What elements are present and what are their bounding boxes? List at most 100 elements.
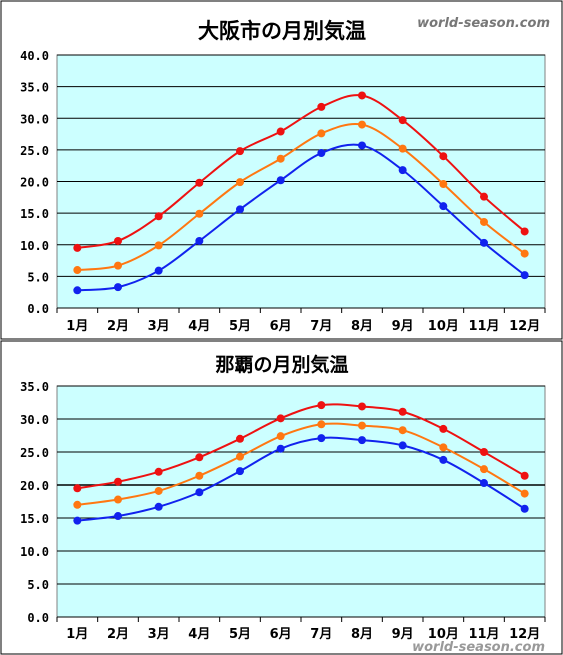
naha-mean-point (480, 465, 488, 474)
naha-plot-area (56, 385, 546, 618)
naha-y-tick-label: 20.0 (20, 479, 49, 493)
osaka-x-tick-label: 9月 (392, 319, 414, 334)
naha-y-tick-label: 15.0 (20, 512, 49, 526)
osaka-max-point (398, 116, 407, 125)
osaka-mean-point (236, 178, 244, 187)
naha-y-tick-label: 35.0 (20, 380, 49, 394)
osaka-chart-panel: 大阪市の月別気温 world-season.com 0.0 5.0 10.0 15.0… (0, 0, 563, 340)
osaka-mean-line (77, 122, 526, 272)
osaka-min-point (317, 149, 326, 158)
osaka-x-tick-label: 3月 (148, 319, 170, 334)
osaka-x-tick-label: 6月 (270, 319, 292, 334)
naha-x-tick-label: 3月 (148, 627, 170, 642)
osaka-x-tick-label: 7月 (310, 319, 332, 334)
naha-mean-point (195, 471, 204, 480)
naha-x-tick-label: 2月 (107, 627, 129, 642)
osaka-max-point (73, 243, 82, 252)
osaka-max-point (439, 152, 448, 161)
naha-mean-point (114, 495, 122, 504)
naha-x-tick-label: 11月 (468, 627, 499, 642)
osaka-min-point (520, 271, 529, 280)
osaka-mean-point (195, 209, 204, 218)
naha-x-tick-label: 4月 (188, 627, 210, 642)
osaka-mean-point (276, 154, 285, 163)
naha-min-point (317, 434, 326, 443)
naha-x-tick-label: 5月 (229, 627, 251, 642)
naha-x-tick-label: 9月 (392, 627, 414, 642)
naha-min-point (73, 516, 82, 525)
naha-x-tick-label: 10月 (428, 627, 459, 642)
naha-min-point (236, 467, 244, 476)
osaka-max-point (195, 178, 204, 187)
naha-y-tick-label: 10.0 (20, 545, 49, 559)
naha-max-point (154, 467, 163, 476)
naha-min-point (398, 441, 407, 450)
naha-max-point (276, 414, 285, 423)
naha-mean-point (276, 432, 285, 441)
osaka-x-tick-label: 2月 (107, 319, 129, 334)
naha-min-point (154, 502, 163, 511)
osaka-max-point (480, 192, 488, 201)
naha-chart-title: 那覇の月別気温 (215, 353, 348, 376)
naha-max-point (398, 407, 407, 416)
naha-max-point (73, 484, 82, 493)
naha-y-tick-label: 30.0 (20, 413, 49, 427)
osaka-y-tick-label: 30.0 (20, 112, 49, 126)
naha-min-point (358, 436, 366, 445)
naha-x-tick-label: 12月 (509, 627, 540, 642)
naha-max-point (236, 434, 244, 443)
naha-mean-point (317, 420, 326, 429)
osaka-mean-point (73, 266, 82, 275)
watermark-bottom: world-season.com (412, 640, 545, 655)
osaka-min-point (358, 141, 366, 150)
osaka-min-point (73, 286, 82, 295)
osaka-min-point (398, 166, 407, 175)
osaka-y-tick-label: 10.0 (20, 239, 49, 253)
naha-y-tick-label: 5.0 (27, 578, 49, 592)
osaka-max-point (317, 102, 326, 111)
osaka-max-point (358, 91, 366, 100)
osaka-min-point (276, 176, 285, 185)
osaka-min-point (195, 236, 204, 245)
naha-mean-point (439, 443, 448, 452)
osaka-chart-title: 大阪市の月別気温 (198, 19, 366, 43)
naha-min-point (114, 512, 122, 521)
naha-min-point (480, 479, 488, 488)
osaka-mean-point (439, 180, 448, 189)
naha-max-point (439, 424, 448, 433)
naha-min-point (276, 444, 285, 453)
osaka-mean-point (154, 241, 163, 250)
naha-mean-point (358, 421, 366, 430)
osaka-max-point (114, 236, 122, 245)
osaka-max-point (154, 212, 163, 221)
naha-min-point (520, 504, 529, 513)
osaka-min-point (236, 205, 244, 214)
osaka-mean-point (520, 249, 529, 258)
osaka-mean-point (358, 120, 366, 129)
osaka-mean-point (398, 144, 407, 153)
osaka-min-point (480, 238, 488, 247)
osaka-min-point (154, 266, 163, 275)
naha-x-tick-label: 6月 (270, 627, 292, 642)
osaka-max-point (276, 127, 285, 136)
osaka-min-point (114, 283, 122, 292)
watermark-top: world-season.com (417, 16, 550, 31)
osaka-y-tick-label: 5.0 (27, 270, 49, 284)
naha-max-point (195, 453, 204, 462)
naha-y-tick-label: 0.0 (27, 611, 49, 625)
osaka-x-tick-label: 4月 (188, 319, 210, 334)
osaka-x-tick-label: 5月 (229, 319, 251, 334)
osaka-max-point (236, 147, 244, 156)
osaka-max-line (77, 94, 526, 249)
osaka-x-tick-label: 10月 (428, 319, 459, 334)
naha-x-tick-label: 8月 (351, 627, 373, 642)
naha-x-tick-label: 7月 (310, 627, 332, 642)
osaka-y-tick-label: 25.0 (20, 144, 49, 158)
osaka-x-tick-label: 8月 (351, 319, 373, 334)
osaka-y-tick-label: 35.0 (20, 81, 49, 95)
naha-max-point (317, 401, 326, 410)
osaka-min-point (439, 202, 448, 211)
naha-mean-point (520, 489, 529, 498)
osaka-y-tick-label: 15.0 (20, 207, 49, 221)
